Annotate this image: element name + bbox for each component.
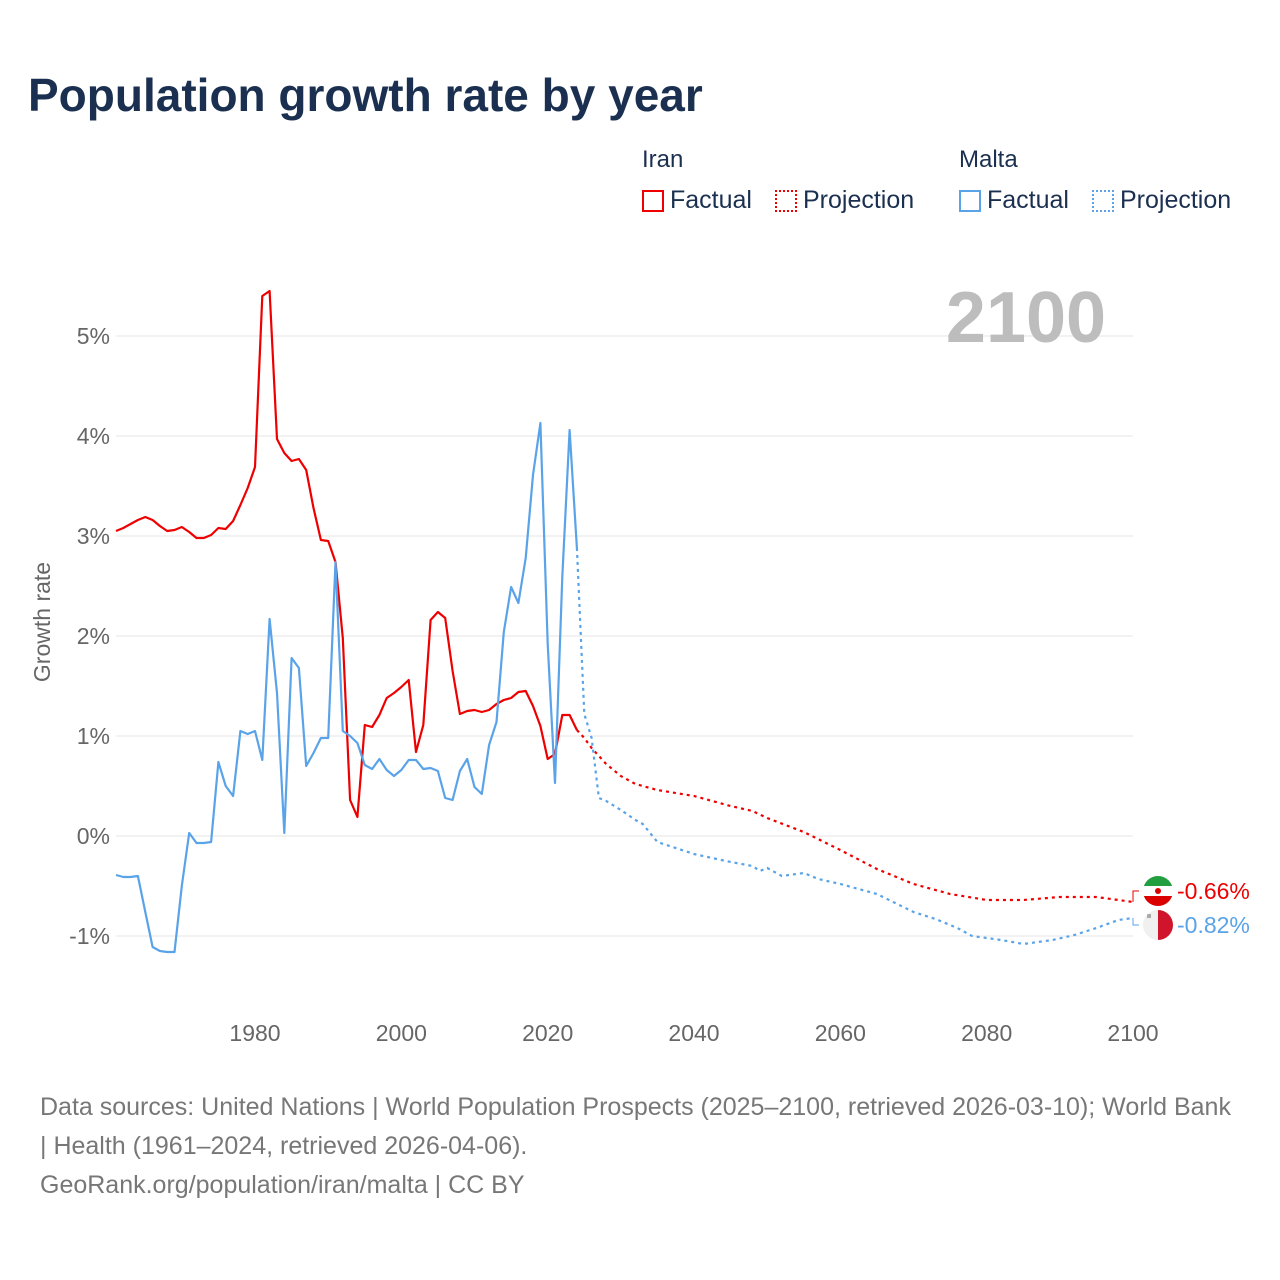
iran-end-label: -0.66% <box>1177 878 1250 904</box>
legend-swatch-dotted <box>1092 189 1114 212</box>
y-tick-label: 2% <box>77 623 110 649</box>
x-tick-label: 2040 <box>668 1020 719 1046</box>
legend-label: Factual <box>987 186 1069 214</box>
y-tick-label: 5% <box>77 323 110 349</box>
flag-george-cross <box>1147 914 1151 918</box>
legend-group-label: Malta <box>959 146 1018 173</box>
iran-flag-icon <box>1143 876 1173 906</box>
legend-label: Projection <box>1120 186 1232 214</box>
legend-iran-factual[interactable]: Factual <box>642 186 752 215</box>
flag-half-white <box>1143 910 1158 940</box>
malta-end-label: -0.82% <box>1177 912 1250 938</box>
legend-malta-projection[interactable]: Projection <box>1092 186 1231 215</box>
legend-label: Projection <box>803 186 915 214</box>
legend-label: Factual <box>670 186 752 214</box>
legend-group-iran: Iran <box>642 146 683 174</box>
legend-group-label: Iran <box>642 146 684 173</box>
malta-projection-line <box>575 547 1134 946</box>
year-overlay: 2100 <box>946 278 1106 358</box>
legend-group-malta: Malta <box>959 146 1018 174</box>
y-tick-label: -1% <box>69 923 110 949</box>
x-tick-label: 2100 <box>1107 1020 1158 1046</box>
iran-end-connector <box>1132 890 1139 902</box>
y-tick-label: 3% <box>77 523 110 549</box>
flag-stripe-green <box>1143 876 1173 886</box>
iran-projection-line <box>576 729 1134 904</box>
iran-factual-line <box>115 289 578 819</box>
x-tick-label: 1980 <box>229 1020 280 1046</box>
legend-swatch-solid <box>959 189 981 212</box>
legend-iran-projection[interactable]: Projection <box>775 186 914 215</box>
y-axis-label: Growth rate <box>29 562 55 682</box>
flag-emblem <box>1155 888 1161 894</box>
y-tick-label: 1% <box>77 723 110 749</box>
malta-end-connector <box>1132 918 1139 926</box>
sources-link[interactable]: GeoRank.org/population/iran/malta | CC B… <box>40 1171 525 1199</box>
legend-malta-factual[interactable]: Factual <box>959 186 1069 215</box>
x-tick-label: 2060 <box>815 1020 866 1046</box>
x-tick-label: 2020 <box>522 1020 573 1046</box>
legend-swatch-solid <box>642 189 664 212</box>
x-tick-label: 2000 <box>376 1020 427 1046</box>
y-tick-label: 4% <box>77 423 110 449</box>
chart-title: Population growth rate by year <box>28 69 703 121</box>
flag-stripe-red <box>1143 896 1173 906</box>
malta-factual-line <box>115 421 578 954</box>
malta-flag-icon <box>1143 910 1173 940</box>
x-tick-label: 2080 <box>961 1020 1012 1046</box>
sources-text: Data sources: United Nations | World Pop… <box>40 1093 1231 1160</box>
sources-footer: Data sources: United Nations | World Pop… <box>40 1088 1240 1205</box>
y-tick-label: 0% <box>77 823 110 849</box>
flag-half-red <box>1158 910 1173 940</box>
legend-swatch-dotted <box>775 189 797 212</box>
